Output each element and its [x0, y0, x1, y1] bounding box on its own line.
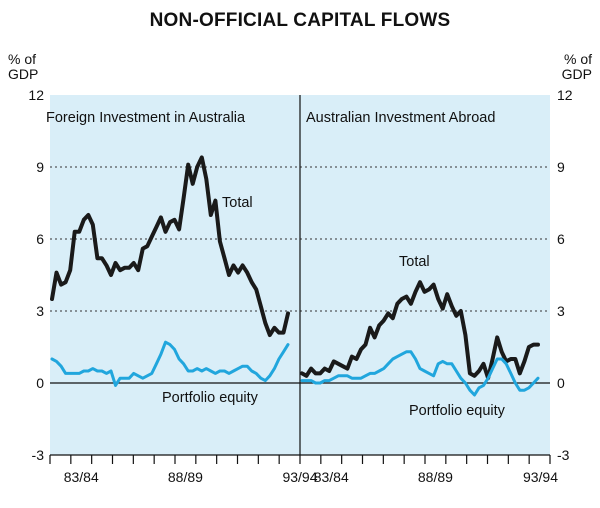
series-line-total	[50, 155, 290, 337]
x-tick-label: 83/84	[64, 469, 99, 485]
annotation-portfolio-equity: Portfolio equity	[162, 390, 259, 406]
x-tick-label: 88/89	[168, 469, 203, 485]
unit-label-left-line2: GDP	[8, 66, 38, 82]
y-tick-label-right: 9	[557, 159, 565, 175]
y-tick-label-left: 6	[36, 231, 44, 247]
x-tick-label: 93/94	[282, 469, 317, 485]
y-tick-label-right: 6	[557, 231, 565, 247]
series-line-portfolio-equity	[50, 340, 290, 387]
unit-label-right-line1: % of	[564, 51, 592, 67]
panel-title: Foreign Investment in Australia	[46, 110, 246, 126]
y-tick-label-right: -3	[557, 447, 570, 463]
x-tick-label: 83/84	[314, 469, 349, 485]
y-tick-label-left: 12	[28, 87, 44, 103]
annotation-total: Total	[399, 254, 430, 270]
panel-title: Australian Investment Abroad	[306, 110, 495, 126]
y-tick-label-left: 9	[36, 159, 44, 175]
x-tick-label: 88/89	[418, 469, 453, 485]
y-tick-label-left: -3	[32, 447, 45, 463]
unit-label-left-line1: % of	[8, 51, 36, 67]
annotation-total: Total	[222, 195, 253, 211]
y-tick-label-left: 3	[36, 303, 44, 319]
annotation-portfolio-equity: Portfolio equity	[409, 403, 506, 419]
x-tick-label: 93/94	[523, 469, 558, 485]
y-tick-label-right: 3	[557, 303, 565, 319]
series-line-portfolio-equity	[300, 350, 540, 397]
y-tick-label-right: 0	[557, 375, 565, 391]
y-tick-label-right: 12	[557, 87, 573, 103]
series-line-total	[300, 280, 540, 381]
unit-label-right-line2: GDP	[562, 66, 592, 82]
y-tick-label-left: 0	[36, 375, 44, 391]
chart-title: NON-OFFICIAL CAPITAL FLOWS	[149, 10, 451, 31]
